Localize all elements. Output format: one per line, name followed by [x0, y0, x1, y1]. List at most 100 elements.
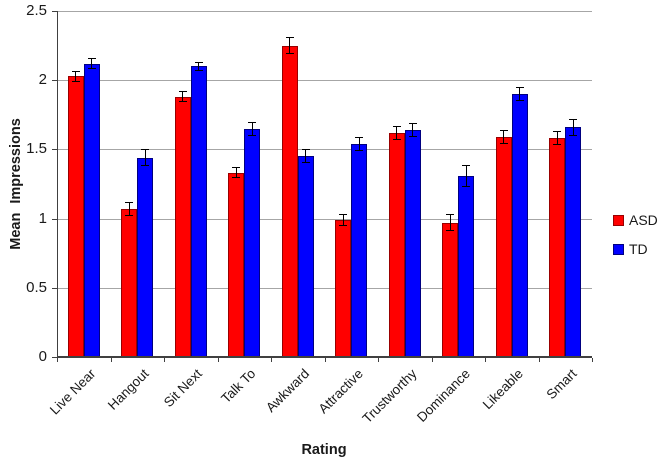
category-group-live-near	[57, 11, 111, 357]
error-bar-line	[305, 150, 307, 163]
error-bar-line	[503, 131, 505, 143]
bar-asd-sit-next	[174, 96, 191, 357]
gridline	[57, 149, 592, 151]
error-bar-td-likeable	[515, 87, 524, 101]
x-tick-label-sit-next: Sit Next	[161, 366, 206, 411]
x-tick	[110, 358, 112, 362]
category-group-likeable	[485, 11, 539, 357]
error-bar-line	[198, 63, 200, 70]
error-bar-line	[128, 202, 130, 215]
bar-td-attractive	[351, 143, 368, 357]
x-tick	[217, 358, 219, 362]
x-tick-label-hangout: Hangout	[105, 366, 152, 413]
category-group-talk-to	[218, 11, 272, 357]
y-tick-label-1.5: 1.5	[26, 140, 47, 158]
error-bar-td-awkward	[301, 149, 310, 164]
x-axis-title: Rating	[301, 442, 347, 458]
error-bar-asd-trustworthy	[392, 125, 401, 140]
error-bar-td-sit-next	[194, 62, 203, 71]
category-group-attractive	[325, 11, 379, 357]
y-tick-label-0: 0	[38, 348, 47, 365]
error-bar-td-live-near	[87, 58, 96, 70]
error-bar-line	[519, 88, 521, 100]
error-bar-line	[75, 71, 77, 81]
y-tick-label-0.5: 0.5	[26, 278, 47, 296]
gridline	[57, 218, 592, 220]
bar-asd-attractive	[335, 219, 352, 357]
x-axis-line	[57, 356, 592, 358]
bar-td-smart	[565, 127, 582, 357]
error-bar-asd-smart	[553, 131, 562, 146]
bar-td-live-near	[83, 63, 100, 357]
bar-td-talk-to	[244, 128, 261, 357]
error-bar-line	[412, 124, 414, 136]
error-bar-line	[235, 168, 237, 178]
error-bar-line	[396, 126, 398, 139]
error-bar-td-trustworthy	[408, 123, 417, 137]
error-bar-asd-talk-to	[232, 167, 241, 179]
y-axis-line	[57, 11, 58, 357]
bar-td-likeable	[511, 94, 528, 357]
x-tick-label-awkward: Awkward	[263, 366, 313, 416]
x-tick-label-likeable: Likeable	[480, 366, 527, 413]
error-bar-td-smart	[569, 118, 578, 136]
asd-legend-swatch-icon	[613, 214, 624, 226]
y-tick	[52, 218, 57, 220]
error-bar-line	[342, 215, 344, 225]
bar-asd-dominance	[442, 222, 459, 357]
gridline	[57, 80, 592, 82]
x-tick-label-talk-to: Talk To	[218, 366, 259, 407]
x-tick-label-trustworthy: Trustworthy	[359, 366, 420, 427]
y-tick-label-2.5: 2.5	[26, 2, 47, 19]
y-tick-label-2: 2	[38, 71, 47, 89]
y-tick	[52, 149, 57, 151]
error-bar-asd-live-near	[71, 70, 80, 82]
legend-item-asd: ASD	[613, 212, 658, 228]
td-legend-swatch-icon	[613, 243, 624, 255]
error-bar-line	[182, 92, 184, 102]
legend-item-td: TD	[613, 241, 658, 257]
asd-legend-label: ASD	[629, 212, 658, 228]
category-group-hangout	[111, 11, 165, 357]
x-tick	[57, 358, 58, 362]
error-bar-td-hangout	[141, 149, 150, 166]
error-bar-line	[358, 137, 360, 150]
error-bar-td-dominance	[462, 164, 471, 187]
category-group-awkward	[271, 11, 325, 357]
bar-td-awkward	[297, 156, 314, 357]
x-tick-label-smart: Smart	[543, 366, 580, 403]
error-bar-line	[144, 150, 146, 165]
bar-asd-awkward	[281, 45, 298, 357]
x-tick-label-dominance: Dominance	[413, 366, 473, 425]
y-tick-label-1: 1	[38, 209, 47, 227]
error-bar-line	[289, 38, 291, 53]
error-bar-asd-hangout	[125, 201, 134, 216]
x-tick	[378, 358, 379, 362]
error-bar-line	[251, 122, 253, 135]
bar-td-hangout	[137, 157, 154, 357]
category-group-trustworthy	[378, 11, 432, 357]
y-axis-tick-labels: 0 0.5 1 1.5 2 2.5	[0, 2, 47, 365]
bar-asd-hangout	[121, 208, 138, 357]
category-group-dominance	[432, 11, 486, 357]
bar-asd-trustworthy	[388, 132, 405, 357]
plot-area	[52, 11, 593, 362]
x-tick	[164, 358, 165, 362]
error-bar-td-talk-to	[248, 121, 257, 136]
gridline	[57, 287, 592, 289]
category-group-smart	[539, 11, 593, 357]
y-tick	[52, 80, 57, 82]
x-tick	[324, 358, 326, 362]
error-bar-line	[556, 132, 558, 145]
y-tick	[52, 357, 57, 358]
bar-td-trustworthy	[404, 130, 421, 357]
error-bar-asd-sit-next	[178, 91, 187, 103]
category-group-sit-next	[164, 11, 218, 357]
x-axis-tick-labels: Live Near Hangout Sit Next Talk To Awkward At…	[47, 360, 592, 440]
bar-asd-likeable	[495, 136, 512, 357]
x-tick	[538, 358, 540, 362]
x-tick	[271, 358, 272, 362]
x-tick	[431, 358, 433, 362]
error-bar-asd-attractive	[339, 214, 348, 226]
error-bar-line	[572, 119, 574, 135]
